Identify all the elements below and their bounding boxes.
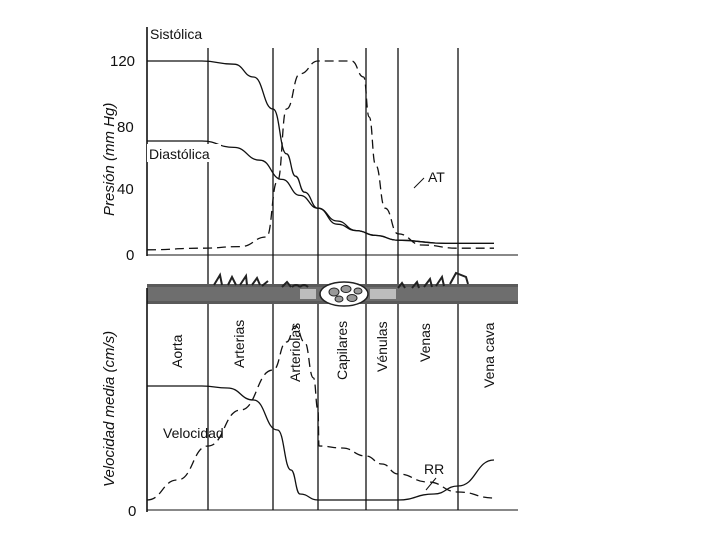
label-bg	[149, 24, 213, 42]
pressure-tick-40: 40	[117, 181, 134, 198]
pressure-tick-120: 120	[110, 53, 135, 70]
segment-dividers	[207, 48, 459, 510]
pressure-tick-0: 0	[126, 247, 134, 264]
rr-line	[146, 325, 495, 501]
at-label: AT	[428, 169, 445, 185]
segment-label-arterias: Arterias	[231, 320, 247, 368]
segment-label-capilares: Capilares	[334, 321, 350, 380]
pressure-y-label: Presión (mm Hg)	[101, 103, 118, 216]
segment-label-vena-cava: Vena cava	[481, 322, 497, 388]
segment-label-aorta: Aorta	[169, 334, 185, 368]
diastolica-line	[146, 140, 494, 245]
velocidad-line	[147, 385, 495, 501]
velocity-y-label: Velocidad media (cm/s)	[101, 331, 118, 487]
at-line	[146, 60, 494, 251]
diastolica-label: Diastólica	[149, 146, 210, 162]
sistolica-label: Sistólica	[150, 26, 202, 42]
label-bg	[147, 144, 221, 162]
rr-leader	[425, 477, 437, 491]
segment-label-venulas: Vénulas	[374, 321, 390, 372]
velocity-tick-0: 0	[128, 503, 136, 520]
segment-label-arteriolas: Arteriolas	[287, 323, 303, 382]
rr-label: RR	[424, 461, 444, 477]
pressure-tick-80: 80	[117, 119, 134, 136]
segment-label-venas: Venas	[417, 323, 433, 362]
velocidad-label: Velocidad	[163, 425, 224, 441]
vessel-band	[147, 271, 518, 307]
at-leader	[413, 177, 425, 189]
